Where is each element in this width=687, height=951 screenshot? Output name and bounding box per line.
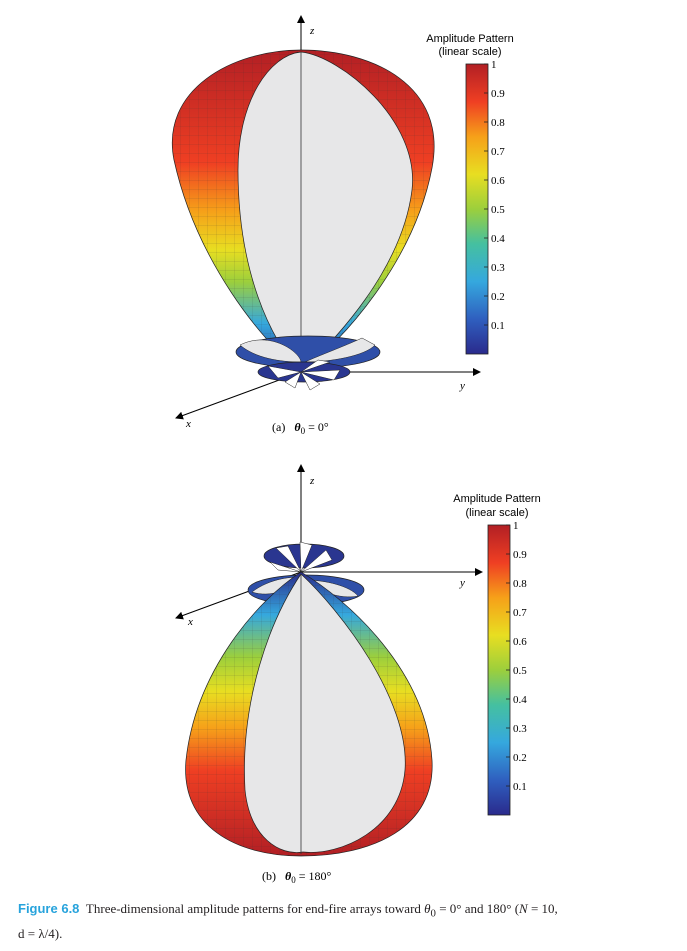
colorbar-tick-label: 0.5 bbox=[491, 204, 505, 216]
colorbar-tick-label: 0.7 bbox=[513, 607, 527, 619]
colorbar-tick-label: 0.1 bbox=[513, 781, 527, 793]
figure-number: Figure 6.8 bbox=[18, 901, 80, 916]
colorbar-tick-label: 0.2 bbox=[513, 752, 527, 764]
panel-a: z y x (a) θ0 = 0° Amplitude Pattern (lin… bbox=[171, 15, 514, 436]
colorbar-tick-label: 0.3 bbox=[491, 262, 505, 274]
colorbar-tick-label: 0.1 bbox=[491, 320, 505, 332]
x-label-a: x bbox=[185, 418, 191, 430]
colorbar-b: Amplitude Pattern (linear scale) 1 0.9 0.8… bbox=[453, 493, 541, 816]
colorbar-tick-label: 0.3 bbox=[513, 723, 527, 735]
x-label-b: x bbox=[187, 616, 193, 628]
panel-b-label: (b) θ0 = 180° bbox=[262, 869, 332, 885]
colorbar-tick-label: 0.8 bbox=[513, 578, 527, 590]
colorbar-tick-label: 0.5 bbox=[513, 665, 527, 677]
colorbar-tick-label: 0.2 bbox=[491, 291, 505, 303]
colorbar-tick-label: 1 bbox=[513, 520, 519, 532]
petals-a bbox=[267, 359, 341, 391]
z-label-b: z bbox=[309, 475, 315, 487]
colorbar-tick-label: 0.4 bbox=[491, 233, 505, 245]
y-label-a: y bbox=[459, 380, 465, 392]
colorbar-a: Amplitude Pattern (linear scale) 1 0.9 0.8… bbox=[426, 33, 514, 355]
colorbar-tick-label: 1 bbox=[491, 59, 497, 71]
svg-text:Amplitude Pattern: Amplitude Pattern bbox=[453, 493, 540, 505]
panel-a-label: (a) θ0 = 0° bbox=[272, 420, 329, 436]
colorbar-tick-label: 0.6 bbox=[513, 636, 527, 648]
y-label-b: y bbox=[459, 577, 465, 589]
svg-text:(linear scale): (linear scale) bbox=[466, 507, 529, 519]
cut-face-b bbox=[244, 573, 406, 853]
colorbar-tick-label: 0.6 bbox=[491, 175, 505, 187]
figure-caption: Figure 6.8 Three-dimensional amplitude p… bbox=[18, 901, 558, 941]
colorbar-tick-label: 0.9 bbox=[491, 88, 505, 100]
colorbar-tick-label: 0.9 bbox=[513, 549, 527, 561]
colorbar-tick-label: 0.7 bbox=[491, 146, 505, 158]
colorbar-tick-label: 0.4 bbox=[513, 694, 527, 706]
svg-text:(linear scale): (linear scale) bbox=[439, 46, 502, 58]
svg-text:Amplitude Pattern: Amplitude Pattern bbox=[426, 33, 513, 45]
z-label-a: z bbox=[309, 25, 315, 37]
colorbar-tick-label: 0.8 bbox=[491, 117, 505, 129]
panel-b: z y x (b) θ0 = 180° Amplitude Pattern (l… bbox=[175, 464, 541, 885]
